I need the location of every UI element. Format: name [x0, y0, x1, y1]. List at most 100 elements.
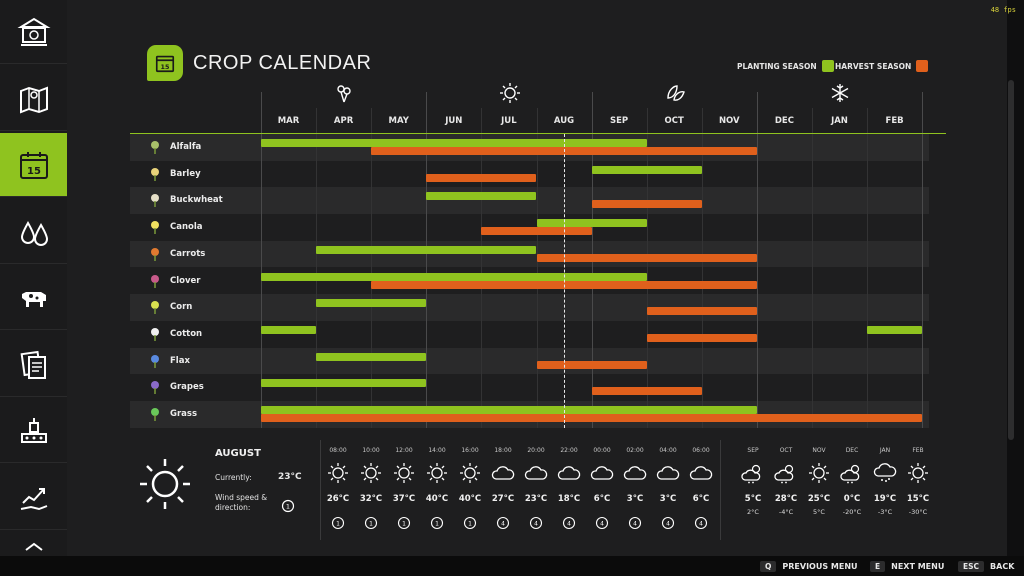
grass-icon — [147, 406, 163, 422]
water-drops-icon — [20, 220, 48, 246]
crop-name-buckwheat: Buckwheat — [170, 195, 223, 206]
cow-icon — [21, 291, 46, 307]
planting-bar-cotton — [261, 325, 317, 334]
svg-text:4: 4 — [600, 521, 604, 528]
alfalfa-icon — [147, 139, 163, 155]
cloud-icon — [623, 462, 647, 484]
key-q: Q — [760, 560, 777, 572]
svg-text:1: 1 — [435, 521, 439, 528]
month-label-aug: AUG — [553, 116, 575, 126]
crop-name-barley: Barley — [170, 168, 201, 179]
current-date-marker — [564, 134, 565, 428]
planting-bar-cotton — [867, 325, 923, 334]
crop-name-clover: Clover — [170, 275, 201, 286]
weather-currently-value: 23°C — [278, 472, 302, 482]
back-label: BACK — [990, 561, 1015, 571]
hour-label: 12:00 — [395, 447, 413, 454]
wind-direction-icon: 4 — [628, 515, 642, 530]
sidebar-item-production[interactable] — [0, 399, 67, 463]
hour-temperature: 3°C — [659, 494, 677, 504]
grid-line — [756, 92, 758, 428]
calendar-icon-text: 15 — [27, 166, 41, 177]
hour-temperature: 37°C — [392, 494, 416, 504]
crop-name-cotton: Cotton — [170, 328, 203, 339]
corn-icon — [147, 299, 163, 315]
forecast-month-label: FEB — [912, 447, 924, 454]
autumn-leaves-icon — [667, 85, 685, 101]
forecast-month-label: OCT — [779, 447, 793, 454]
previous-menu-label: PREVIOUS MENU — [782, 561, 858, 571]
sidebar-item-contracts[interactable] — [0, 333, 67, 397]
cloud-icon — [557, 462, 581, 484]
sun-icon — [425, 462, 449, 484]
sidebar-item-finances[interactable] — [0, 0, 67, 64]
harvest-bar-cotton — [646, 333, 757, 342]
forecast-month-label: JAN — [879, 447, 891, 454]
hour-label: 02:00 — [626, 447, 644, 454]
flax-icon — [147, 353, 163, 369]
hour-temperature: 32°C — [359, 494, 383, 504]
svg-text:1: 1 — [369, 521, 373, 528]
sidebar-item-statistics[interactable] — [0, 466, 67, 530]
sidebar-item-animals[interactable] — [0, 266, 67, 330]
sun-icon — [359, 462, 383, 484]
weather-divider-1 — [320, 440, 321, 540]
svg-text:1: 1 — [468, 521, 472, 528]
sidebar-item-weather[interactable] — [0, 200, 67, 264]
planting-bar-grass — [261, 406, 757, 414]
harvest-bar-canola — [481, 227, 592, 236]
sun-icon — [392, 462, 416, 484]
chevron-down-icon — [24, 542, 43, 551]
harvest-bar-grapes — [591, 387, 702, 396]
next-menu-button[interactable]: E NEXT MENU — [870, 559, 944, 573]
grid-line — [812, 108, 813, 428]
planting-bar-flax — [316, 352, 427, 361]
month-label-feb: FEB — [885, 116, 904, 126]
header-divider — [130, 133, 946, 134]
barley-icon — [147, 166, 163, 182]
wind-direction-icon: 4 — [496, 515, 510, 530]
harvest-bar-barley — [426, 173, 537, 182]
cloud-snow-icon — [873, 462, 897, 484]
hour-label: 08:00 — [329, 447, 347, 454]
contracts-icon — [20, 350, 46, 379]
sidebar-item-map[interactable] — [0, 67, 67, 131]
hour-label: 16:00 — [461, 447, 479, 454]
sidebar-item-calendar[interactable]: 15 — [0, 133, 73, 197]
svg-text:4: 4 — [699, 521, 703, 528]
svg-text:4: 4 — [633, 521, 637, 528]
weather-divider-2 — [720, 440, 721, 540]
grid-line — [371, 108, 373, 428]
wind-direction-icon: 4 — [529, 515, 543, 530]
planting-bar-clover — [261, 272, 647, 281]
previous-menu-button[interactable]: Q PREVIOUS MENU — [760, 559, 858, 573]
sun-icon — [326, 462, 350, 484]
hour-temperature: 27°C — [491, 494, 515, 504]
cloud-sun-icon — [840, 462, 864, 484]
grid-line — [867, 108, 869, 428]
canola-icon — [147, 219, 163, 235]
crop-name-grass: Grass — [170, 409, 198, 419]
forecast-high: 15°C — [906, 494, 930, 504]
back-button[interactable]: ESC BACK — [958, 559, 1014, 573]
fps-counter: 48 fps — [990, 6, 1016, 14]
clover-icon — [147, 273, 163, 289]
summer-sun-icon — [500, 83, 520, 103]
planting-bar-canola — [536, 219, 647, 228]
crop-row — [130, 240, 929, 268]
scrollbar[interactable] — [1008, 80, 1014, 440]
buckwheat-icon — [147, 192, 163, 208]
finance-chart-icon — [20, 487, 47, 510]
grapes-icon — [147, 379, 163, 395]
forecast-month-label: SEP — [747, 447, 759, 454]
cloud-sun-icon — [774, 462, 798, 484]
hour-temperature: 18°C — [557, 494, 581, 504]
grid-line — [261, 92, 262, 428]
forecast-low: -4°C — [778, 508, 794, 516]
sidebar-item-more[interactable] — [0, 532, 67, 556]
wind-direction-icon: 1 — [331, 515, 345, 530]
winter-snowflake-icon — [831, 84, 849, 102]
forecast-high: 0°C — [843, 494, 861, 504]
month-label-apr: APR — [333, 116, 354, 126]
planting-bar-carrots — [316, 245, 537, 254]
